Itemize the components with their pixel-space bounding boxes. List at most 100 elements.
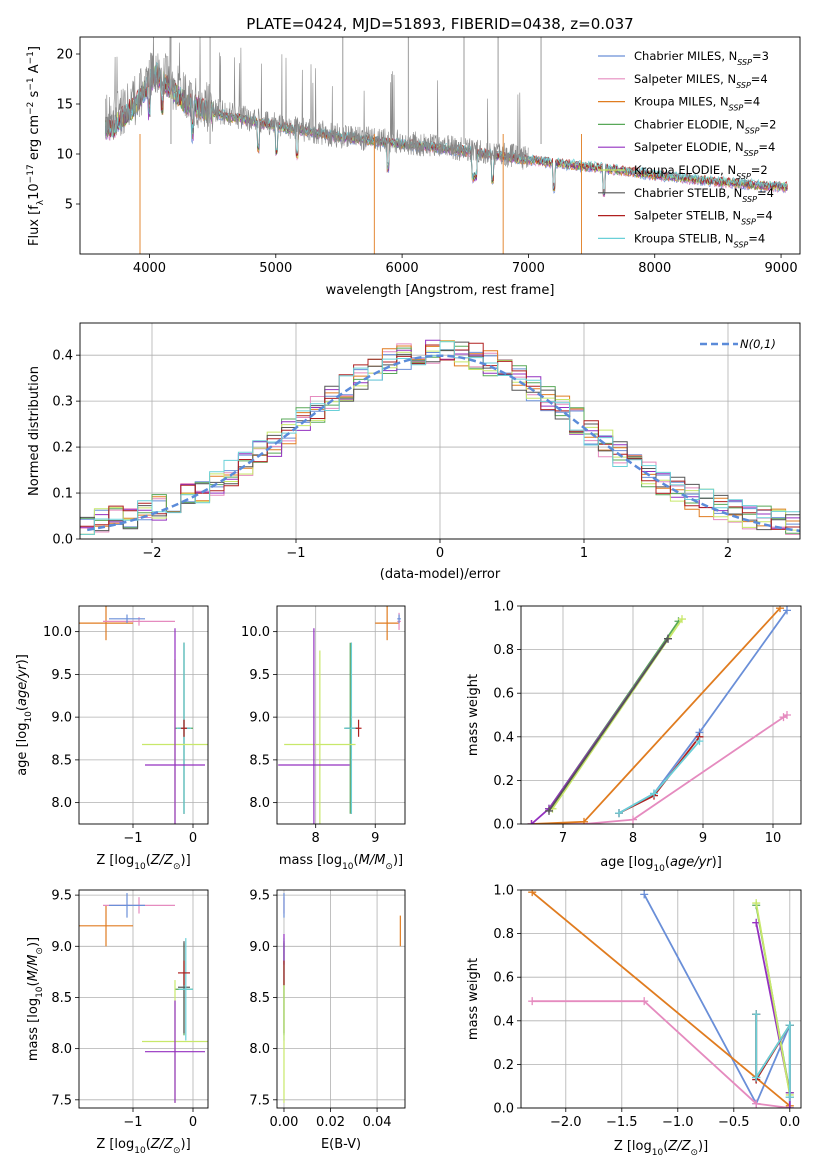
- axes-frame: [78, 605, 209, 825]
- label-part: ⊙: [385, 862, 393, 872]
- legend-model: Kroupa ELODIE, N: [634, 163, 736, 177]
- y-tick-label: 0.4: [493, 1014, 514, 1029]
- axes-frame: [276, 605, 406, 825]
- y-tick-label: 8.5: [249, 991, 270, 1006]
- weight-marker: [615, 809, 623, 818]
- y-tick-label: 0.6: [493, 971, 514, 986]
- x-tick-label: −1.5: [606, 1115, 638, 1130]
- legend-label: Chabrier STELIB, NSSP=4: [634, 186, 774, 204]
- x-tick-label: 0.04: [363, 1115, 392, 1130]
- legend-n: =4: [751, 72, 768, 86]
- x-tick-label: 0: [436, 546, 444, 561]
- legend-model: Chabrier STELIB, N: [634, 186, 742, 200]
- x-tick-label: 0.02: [316, 1115, 345, 1130]
- label-part: (: [663, 1139, 668, 1154]
- label-part: (: [146, 853, 151, 868]
- label-part: −17: [26, 164, 36, 183]
- y-tick-label: 8.0: [51, 1042, 72, 1057]
- legend-n: =4: [757, 186, 774, 200]
- legend-label: Kroupa MILES, NSSP=4: [634, 95, 760, 113]
- panel-residuals: −2 −1 0 1 2 0.0 0.1 0.2 0.3 0.4 (data-model)/error…: [27, 322, 801, 582]
- label-part: )]: [15, 654, 30, 664]
- legend-sub: SSP: [742, 194, 757, 203]
- x-tick-label: 5000: [259, 261, 292, 276]
- histogram-step: [80, 341, 800, 535]
- y-tick-label: 0.2: [52, 441, 73, 456]
- label-part: 10: [35, 986, 45, 998]
- y-tick-label: 5: [65, 198, 73, 213]
- label-part: 10: [342, 862, 354, 872]
- label-part: Z/Z: [150, 853, 174, 868]
- x-tick-label: 9000: [765, 261, 798, 276]
- weight-line: [755, 1014, 791, 1098]
- x-tick-label: −1: [123, 831, 142, 846]
- y-tick-label: 9.5: [51, 889, 72, 904]
- label-part: )]: [26, 937, 41, 947]
- weight-line: [531, 891, 791, 1107]
- x-tick-label: 10: [765, 831, 782, 846]
- y-tick-label: 0.2: [493, 1058, 514, 1073]
- y-tick-label: 8.5: [51, 753, 72, 768]
- y-tick-label: 1.0: [493, 884, 514, 899]
- y-tick-label: 9.0: [51, 940, 72, 955]
- y-tick-label: 9.0: [249, 940, 270, 955]
- y-axis-label: age [log10(age/yr)]: [15, 654, 34, 776]
- label-part: )]: [698, 1139, 708, 1154]
- x-tick-label: 8000: [638, 261, 671, 276]
- figure-title: PLATE=0424, MJD=51893, FIBERID=0438, z=0…: [246, 15, 633, 33]
- x-tick-label: −1: [286, 546, 305, 561]
- x-tick-label: 9: [699, 831, 707, 846]
- legend-sub: SSP: [745, 126, 760, 135]
- legend-label: Salpeter STELIB, NSSP=4: [634, 209, 773, 227]
- label-part: )]: [181, 853, 191, 868]
- axes-frame: [78, 889, 209, 1109]
- plot-area: [278, 606, 401, 824]
- label-part: mass [log: [279, 853, 342, 868]
- y-tick-label: 7.5: [51, 1093, 72, 1108]
- legend-n: =4: [748, 231, 765, 245]
- weight-line: [548, 638, 669, 812]
- panel-mass_vs_ebv: 0.00 0.02 0.04 7.5 8.0 8.5 9.0 9.5 E(B-V): [249, 889, 406, 1152]
- label-part: −1: [26, 77, 36, 90]
- weight-marker: [785, 1021, 794, 1030]
- legend-label: Kroupa ELODIE, NSSP=2: [634, 163, 768, 181]
- label-part: 10: [134, 862, 146, 872]
- y-tick-label: 0.4: [493, 730, 514, 745]
- x-tick-label: 7000: [512, 261, 545, 276]
- x-axis-label: Z [log10(Z/Z⊙)]: [96, 853, 190, 872]
- weight-marker: [752, 1099, 761, 1108]
- y-tick-label: 0.8: [493, 927, 514, 942]
- label-part: age/yr: [670, 855, 713, 870]
- weight-marker: [785, 1093, 794, 1102]
- legend-sub: SSP: [734, 240, 749, 249]
- axes-frame: [520, 605, 802, 825]
- y-tick-label: 9.5: [51, 668, 72, 683]
- y-tick-label: 9.0: [249, 711, 270, 726]
- legend-n: =2: [751, 163, 768, 177]
- label-part: Z [log: [614, 1139, 652, 1154]
- y-tick-label: 0.0: [52, 533, 73, 548]
- legend-sub: SSP: [736, 80, 751, 89]
- legend-n: =4: [758, 140, 775, 154]
- y-tick-label: 7.5: [249, 1093, 270, 1108]
- legend-model: Kroupa STELIB, N: [634, 231, 734, 245]
- weight-marker: [783, 606, 791, 615]
- x-tick-label: −2: [142, 546, 161, 561]
- x-tick-label: −1: [123, 1115, 142, 1130]
- label-part: 10: [24, 711, 34, 723]
- plot-area: [80, 339, 800, 535]
- legend-label: Chabrier MILES, NSSP=3: [634, 49, 769, 67]
- label-part: mass [log: [26, 998, 41, 1061]
- label-part: s: [27, 90, 42, 101]
- weight-marker: [640, 997, 649, 1006]
- label-part: erg cm: [27, 115, 42, 164]
- label-part: (: [15, 706, 30, 711]
- legend-n: =4: [743, 95, 760, 109]
- y-tick-label: 0.0: [493, 1102, 514, 1117]
- weight-marker: [695, 737, 704, 746]
- legend-n: =4: [756, 209, 773, 223]
- legend-n: =2: [760, 117, 777, 131]
- label-part: Z/Z: [667, 1139, 691, 1154]
- x-axis-label: mass [log10(M/M⊙)]: [279, 853, 403, 872]
